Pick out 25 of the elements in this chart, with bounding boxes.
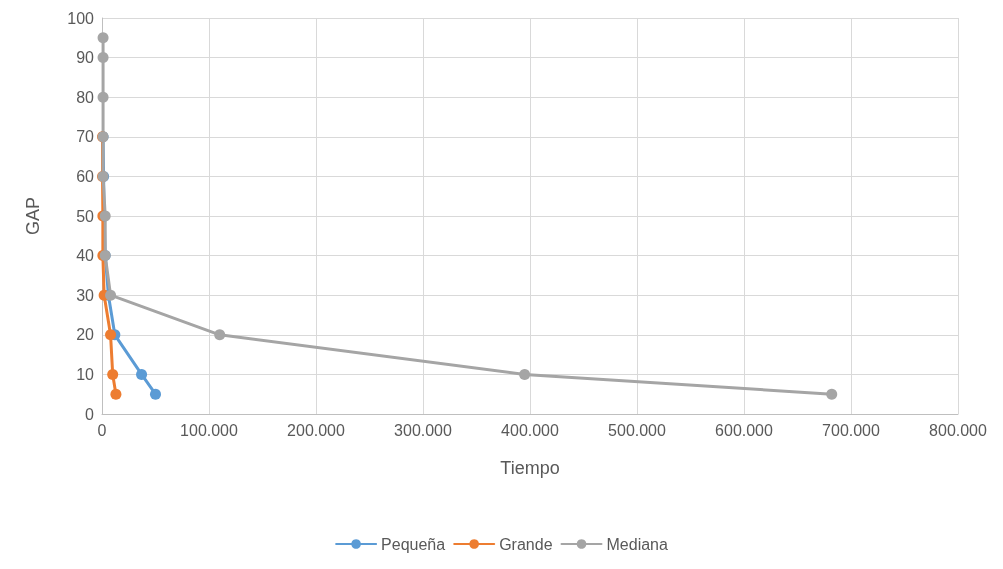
y-tick-label: 10 [76, 365, 95, 383]
legend-label: Grande [499, 535, 553, 553]
y-tick-label: 20 [76, 326, 95, 344]
x-tick-label: 200.000 [287, 421, 346, 439]
x-tick-label: 300.000 [394, 421, 453, 439]
x-tick-label: 100.000 [180, 421, 239, 439]
x-tick-label: 700.000 [822, 421, 881, 439]
y-tick-label: 80 [76, 88, 95, 106]
y-tick-label: 30 [76, 286, 95, 304]
x-axis-title: Tiempo [500, 458, 560, 478]
x-tick-label: 600.000 [715, 421, 774, 439]
y-tick-label: 90 [76, 49, 95, 67]
y-tick-label: 60 [76, 167, 95, 185]
y-tick-label: 40 [76, 247, 95, 265]
y-tick-label: 0 [85, 405, 95, 423]
legend-label: Pequeña [381, 535, 446, 553]
legend-label: Mediana [606, 535, 668, 553]
y-axis-title: GAP [23, 196, 43, 236]
y-tick-label: 50 [76, 207, 95, 225]
y-tick-label: 70 [76, 128, 95, 146]
y-tick-label: 100 [67, 9, 95, 27]
x-tick-label: 500.000 [608, 421, 667, 439]
x-tick-label: 800.000 [929, 421, 988, 439]
x-tick-label: 0 [97, 421, 107, 439]
x-tick-label: 400.000 [501, 421, 560, 439]
